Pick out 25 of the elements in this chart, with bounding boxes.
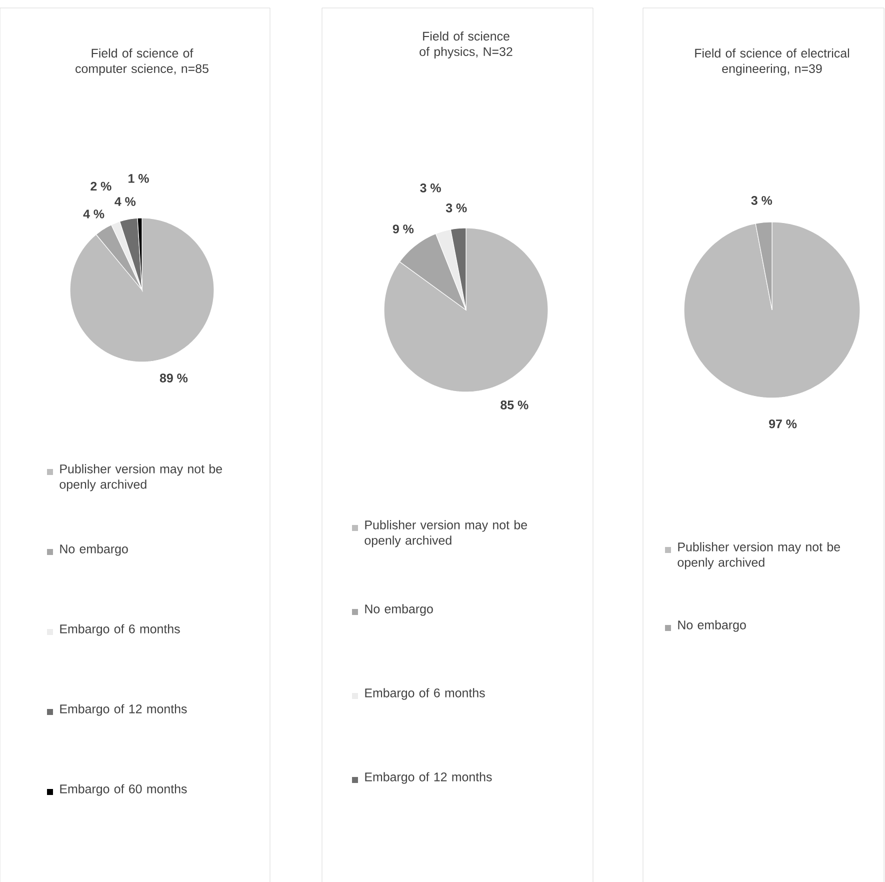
chart-title: Field of science of computer science, n=85 <box>76 48 208 76</box>
data-label: 2 % <box>90 182 112 191</box>
data-label: 1 % <box>128 174 149 183</box>
chart-title: Field of science of electrical engineering, n=39 <box>695 48 850 76</box>
legend-label: No embargo <box>678 620 746 632</box>
data-label: 4 % <box>114 197 136 206</box>
data-label: 3 % <box>420 184 441 192</box>
data-label: 3 % <box>446 204 467 212</box>
legend-label: Embargo of 60 months <box>60 784 187 796</box>
chart-title: Field of science of physics, N=32 <box>420 31 512 58</box>
legend-label: Publisher version may not be openly archived <box>60 464 222 492</box>
legend-label: Embargo of 6 months <box>60 624 180 636</box>
data-label: 9 % <box>392 224 414 234</box>
legend-label: Publisher version may not be openly archived <box>364 520 527 548</box>
legend-label: No embargo <box>60 544 128 556</box>
data-label: 97 % <box>769 419 797 428</box>
legend-label: No embargo <box>365 604 433 616</box>
data-label: 4 % <box>83 210 104 218</box>
data-label: 89 % <box>160 374 188 382</box>
legend-label: Embargo of 6 months <box>365 688 485 700</box>
legend-label: Embargo of 12 months <box>60 704 187 716</box>
data-label: 85 % <box>500 400 528 410</box>
data-label: 3 % <box>751 196 772 205</box>
legend-label: Publisher version may not be openly archived <box>678 542 840 570</box>
legend-label: Embargo of 12 months <box>365 772 492 784</box>
